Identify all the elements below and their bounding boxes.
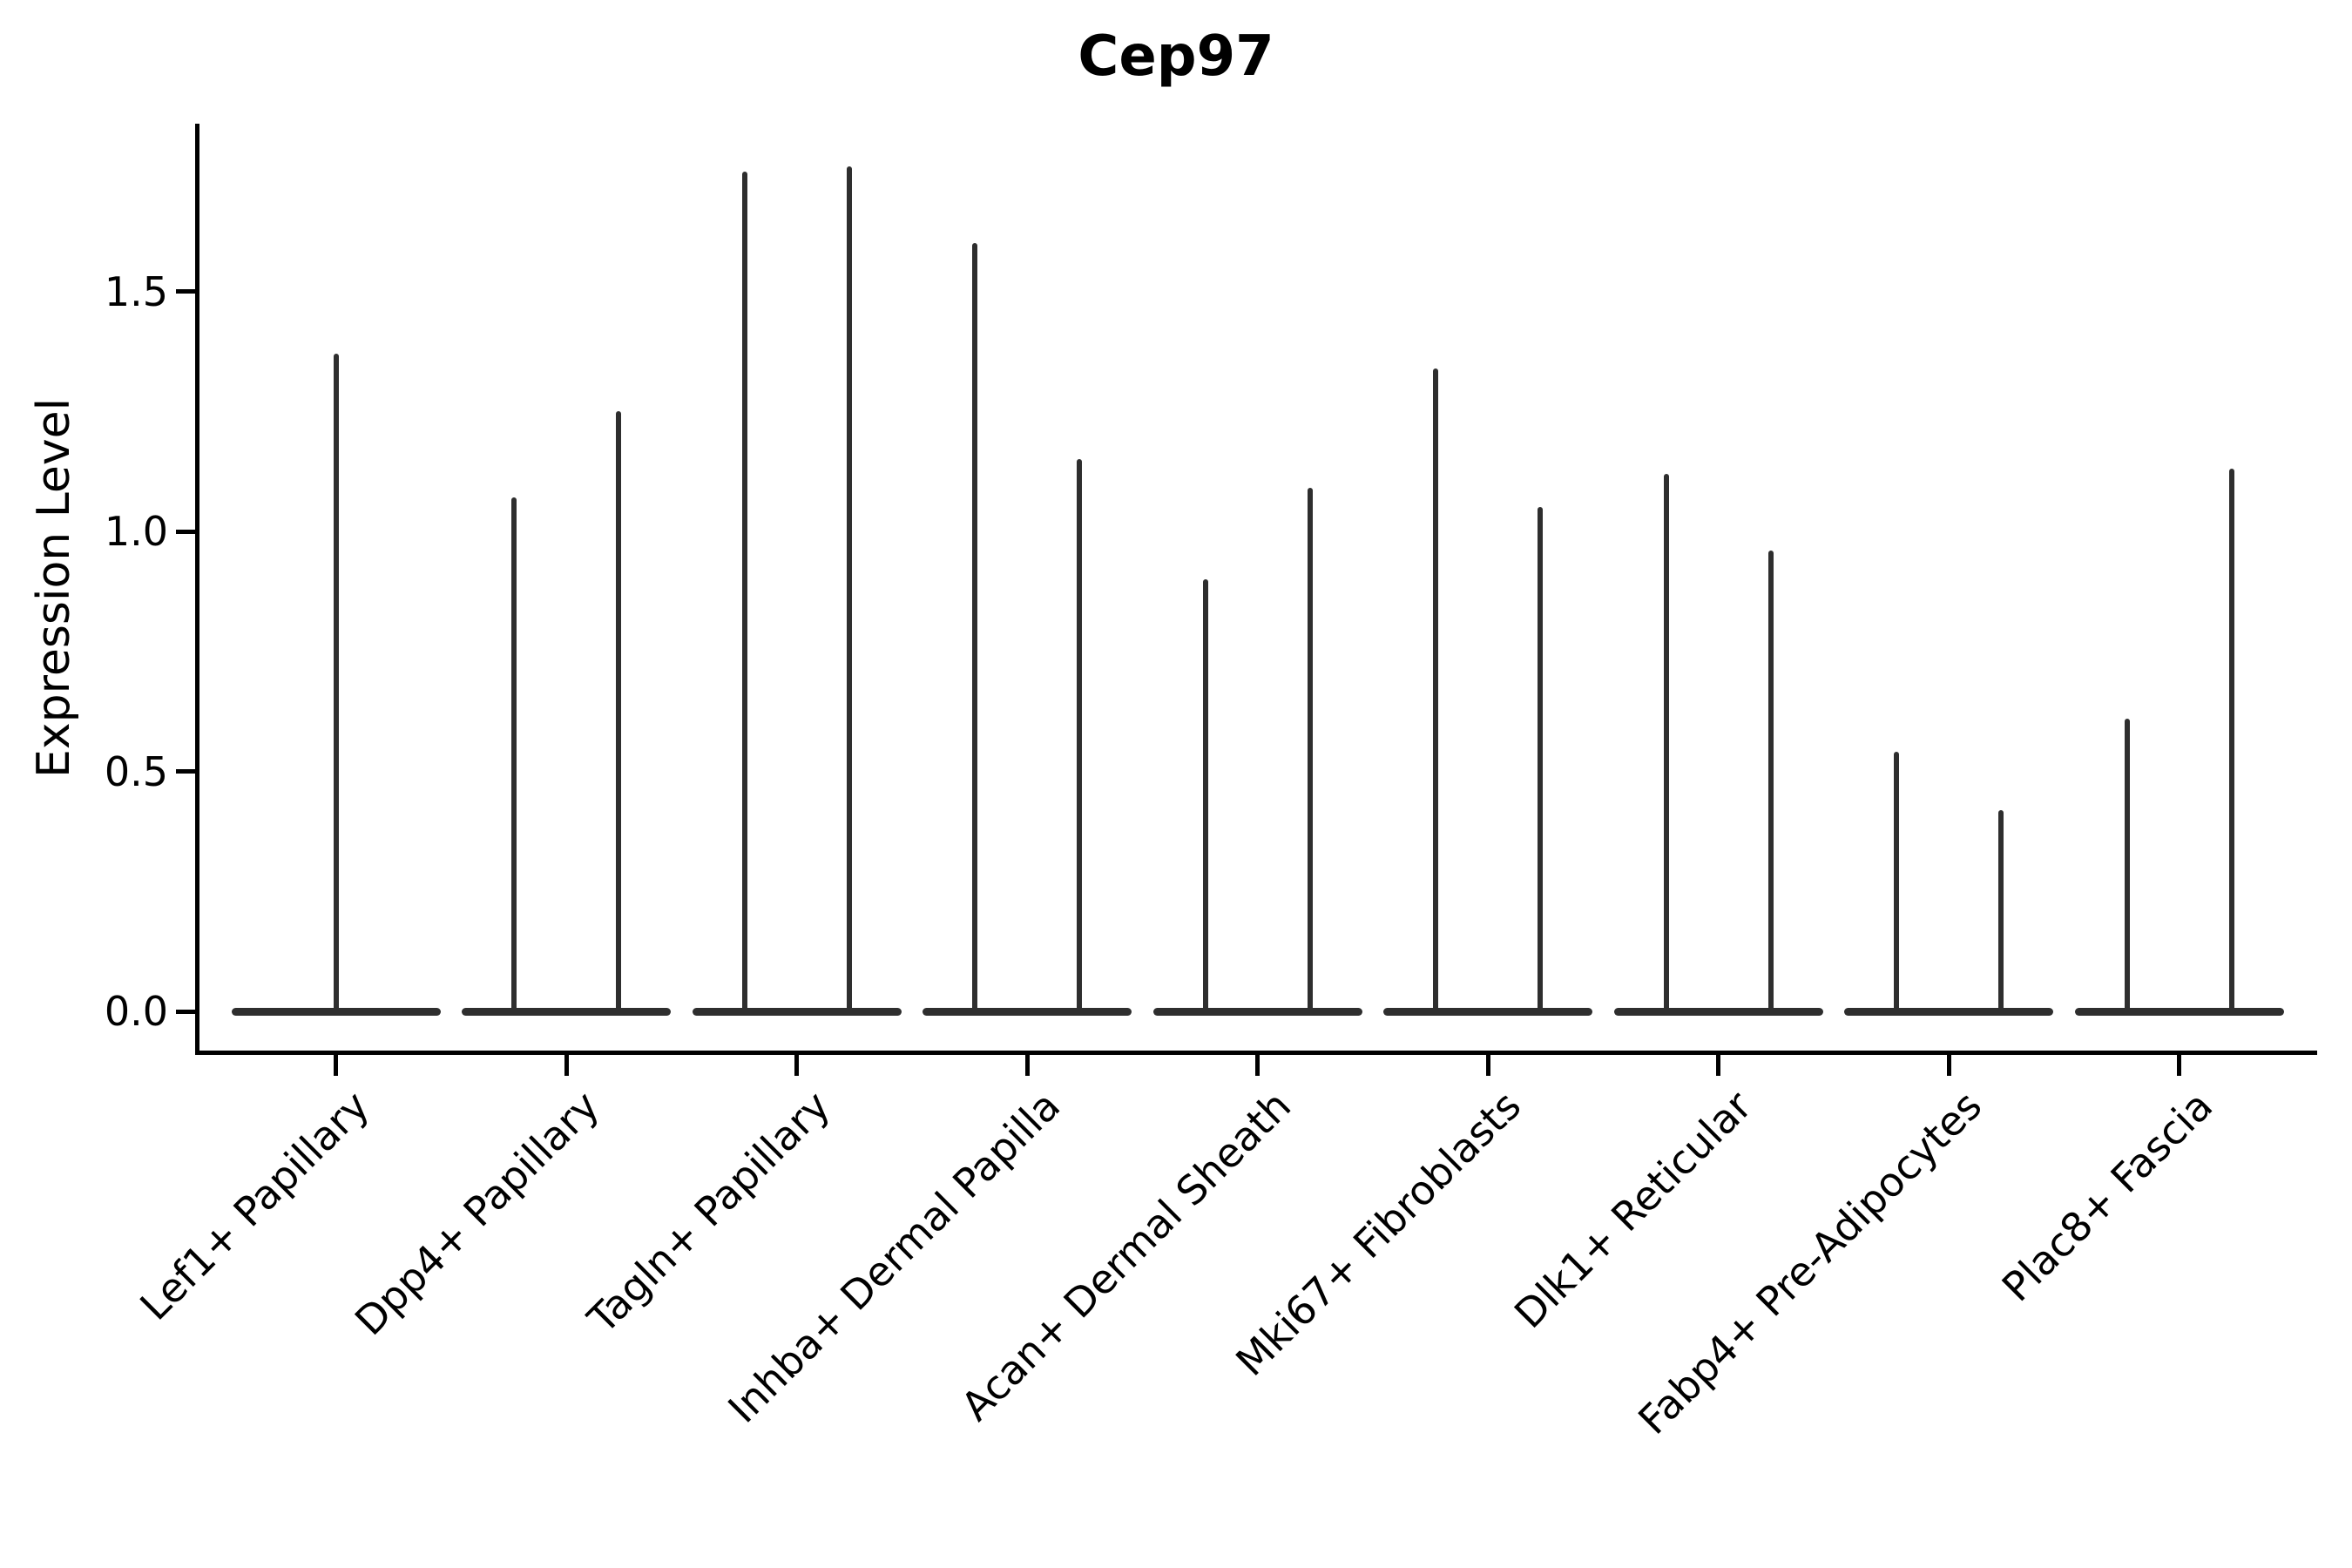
violin-baseline bbox=[1844, 1007, 2054, 1016]
x-tick bbox=[1255, 1055, 1260, 1076]
x-tick bbox=[1024, 1055, 1030, 1076]
y-axis-label: Expression Level bbox=[28, 397, 80, 779]
x-tick bbox=[794, 1055, 800, 1076]
violin-baseline bbox=[692, 1007, 902, 1016]
violin-baseline bbox=[1613, 1007, 1823, 1016]
violin-baseline bbox=[923, 1007, 1132, 1016]
violin-spike bbox=[511, 497, 517, 1015]
y-tick bbox=[176, 769, 195, 774]
violin-spike bbox=[1307, 488, 1313, 1015]
y-tick-label: 1.5 bbox=[104, 267, 168, 315]
violin-baseline bbox=[462, 1007, 672, 1016]
violin-spike bbox=[1894, 752, 1900, 1015]
violin-spike bbox=[741, 171, 747, 1015]
violin-baseline bbox=[1152, 1007, 1362, 1016]
chart-title: Cep97 bbox=[1078, 24, 1274, 89]
violin-spike bbox=[616, 411, 622, 1015]
x-tick bbox=[564, 1055, 569, 1076]
x-tick bbox=[1716, 1055, 1721, 1076]
y-tick bbox=[176, 289, 195, 294]
y-tick-label: 0.5 bbox=[104, 747, 168, 795]
x-tick bbox=[1946, 1055, 1951, 1076]
y-tick bbox=[176, 529, 195, 534]
violin-baseline bbox=[2074, 1007, 2284, 1016]
y-tick-label: 1.0 bbox=[104, 508, 168, 555]
violin-spike bbox=[333, 354, 339, 1015]
violin-spike bbox=[972, 243, 978, 1015]
violin-spike bbox=[1538, 507, 1544, 1015]
violin-spike bbox=[2228, 469, 2234, 1015]
y-tick-label: 0.0 bbox=[104, 988, 168, 1035]
violin-spike bbox=[2124, 718, 2130, 1015]
y-tick bbox=[176, 1009, 195, 1014]
x-axis-spine bbox=[195, 1051, 2317, 1055]
x-tick bbox=[334, 1055, 339, 1076]
violin-baseline bbox=[1383, 1007, 1593, 1016]
violin-spike bbox=[1998, 809, 2004, 1015]
y-axis-spine bbox=[195, 124, 199, 1055]
x-tick bbox=[1485, 1055, 1490, 1076]
violin-spike bbox=[1663, 473, 1669, 1015]
x-tick bbox=[2177, 1055, 2182, 1076]
violin-spike bbox=[846, 166, 852, 1015]
violin-spike bbox=[1433, 368, 1439, 1015]
violin-spike bbox=[1077, 459, 1083, 1015]
violin-spike bbox=[1202, 579, 1208, 1015]
violin-spike bbox=[1767, 551, 1774, 1015]
